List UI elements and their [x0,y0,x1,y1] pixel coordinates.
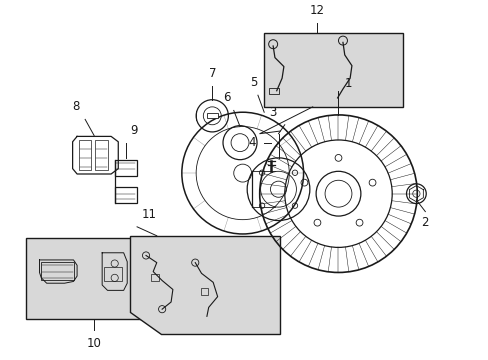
Text: 3: 3 [269,107,276,120]
Bar [79,140,91,170]
Text: 11: 11 [142,208,157,221]
Bar [95,140,107,170]
Bar [151,274,158,282]
Bar [115,160,137,176]
Text: 10: 10 [86,337,102,350]
Bar [26,238,162,319]
Text: 7: 7 [208,67,216,80]
Bar [206,113,218,118]
Bar [41,262,73,280]
Polygon shape [130,236,280,334]
Text: 5: 5 [249,76,257,89]
Bar [268,88,279,94]
Text: 1: 1 [344,77,351,90]
Text: 8: 8 [72,100,80,113]
Text: 2: 2 [421,216,428,229]
Bar [104,267,122,282]
Bar [200,288,207,295]
Text: 12: 12 [309,4,324,17]
Text: 6: 6 [223,91,230,104]
Text: 9: 9 [130,124,137,137]
Bar [115,186,137,203]
Text: 4: 4 [247,136,255,149]
Bar [264,33,402,107]
